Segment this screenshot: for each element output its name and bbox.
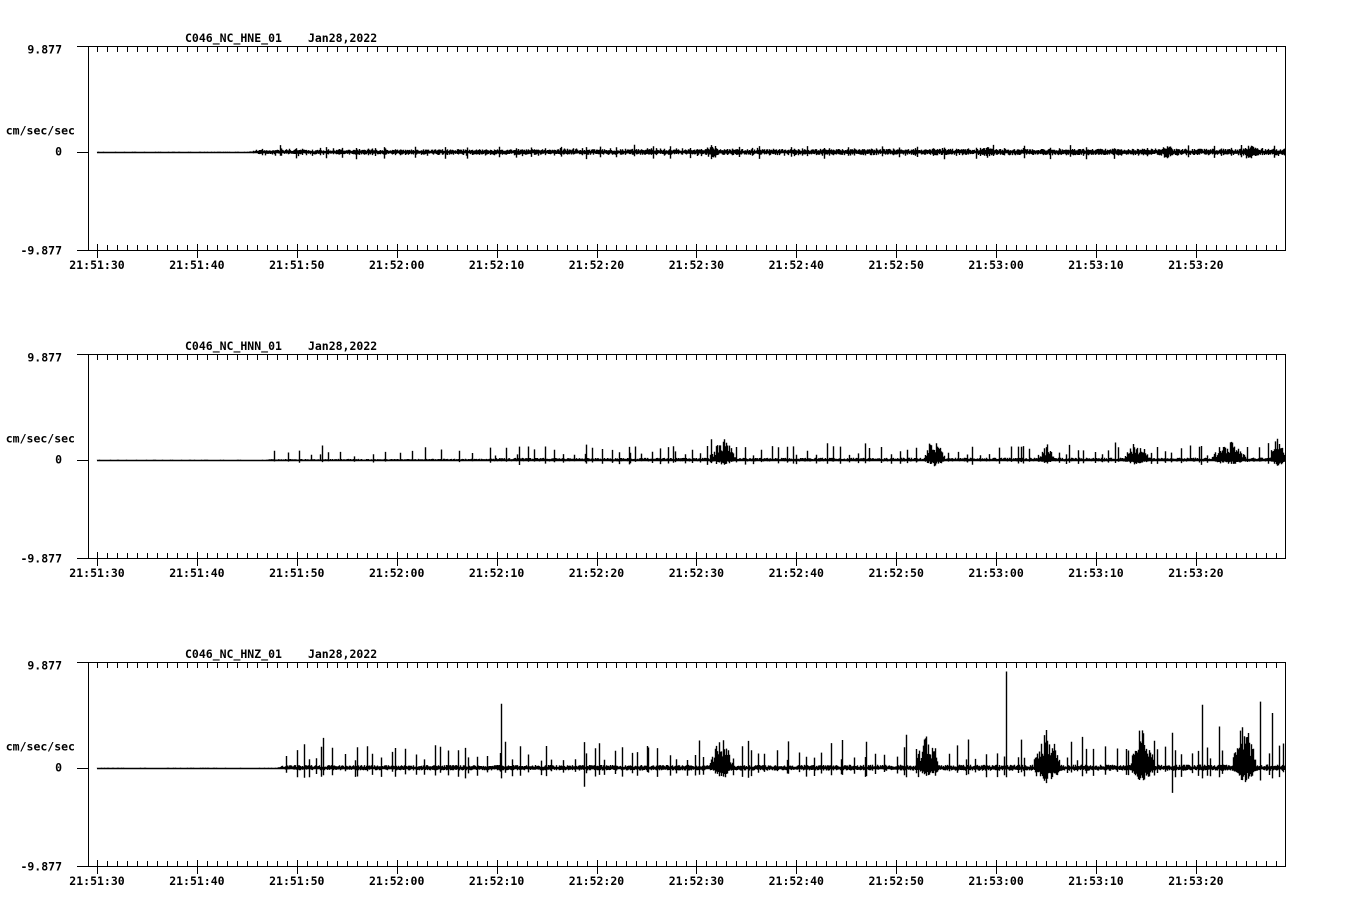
x-axis-time-label: 21:52:50: [868, 566, 924, 580]
x-axis-time-label: 21:52:30: [668, 258, 725, 272]
x-axis-time-label: 21:53:10: [1068, 874, 1124, 888]
panel-title: C046_NC_HNE_01 Jan28,2022: [185, 32, 377, 46]
panel-title: C046_NC_HNN_01 Jan28,2022: [185, 340, 377, 354]
y-axis-zero-label: 0: [55, 760, 62, 775]
x-axis-time-label: 21:52:50: [868, 874, 924, 888]
y-axis-zero-label: 0: [55, 144, 62, 159]
x-axis-time-label: 21:51:50: [269, 566, 325, 580]
x-axis-time-label: 21:53:00: [968, 874, 1024, 888]
x-axis-time-label: 21:53:10: [1068, 258, 1124, 272]
seismic-trace: [96, 671, 1286, 793]
y-axis-min-label: -9.877: [20, 551, 62, 566]
date-label: Jan28,2022: [307, 647, 378, 661]
x-axis-time-label: 21:51:30: [69, 874, 125, 888]
date-label: Jan28,2022: [307, 31, 378, 45]
y-axis-units-label: cm/sec/sec: [5, 123, 75, 138]
trace-plot: [77, 662, 1286, 874]
seismogram-panel-hne: C046_NC_HNE_01 Jan28,2022 9.877 cm/sec/sec 0…: [6, 32, 1286, 272]
channel-id-label: C046_NC_HNZ_01: [185, 647, 282, 661]
x-axis-time-label: 21:52:30: [668, 566, 725, 580]
x-axis-time-label: 21:53:10: [1068, 566, 1124, 580]
panel-title: C046_NC_HNZ_01 Jan28,2022: [185, 648, 377, 662]
x-axis-time-label: 21:53:20: [1168, 874, 1224, 888]
x-axis-time-label: 21:51:50: [269, 874, 325, 888]
seismogram-panel-hnz: C046_NC_HNZ_01 Jan28,2022 9.877 cm/sec/sec 0…: [6, 648, 1286, 888]
x-axis-time-label: 21:53:20: [1168, 566, 1224, 580]
plot-frame: [88, 662, 1286, 867]
x-axis-time-label: 21:51:40: [169, 874, 225, 888]
x-axis-time-label: 21:51:50: [269, 258, 325, 272]
x-axis-time-label: 21:53:20: [1168, 258, 1224, 272]
channel-id-label: C046_NC_HNN_01: [185, 339, 282, 353]
x-axis-time-label: 21:53:00: [968, 566, 1024, 580]
seismic-trace: [96, 144, 1286, 160]
y-axis-zero-label: 0: [55, 452, 62, 467]
plot-frame: [88, 46, 1286, 251]
x-axis-time-label: 21:52:20: [568, 566, 625, 580]
x-axis-time-label: 21:52:40: [768, 566, 824, 580]
x-axis-time-label: 21:53:00: [968, 258, 1024, 272]
y-axis-units-label: cm/sec/sec: [5, 739, 75, 754]
x-axis-time-label: 21:52:10: [468, 566, 525, 580]
y-axis-min-label: -9.877: [20, 243, 62, 258]
trace-plot: [77, 354, 1286, 566]
y-axis-max-label: 9.877: [27, 350, 62, 365]
x-axis-time-label: 21:52:10: [468, 258, 525, 272]
y-axis-max-label: 9.877: [27, 42, 62, 57]
x-axis-time-label: 21:52:20: [568, 874, 625, 888]
y-axis-min-label: -9.877: [20, 859, 62, 874]
x-axis-time-label: 21:52:50: [868, 258, 924, 272]
date-label: Jan28,2022: [307, 339, 378, 353]
x-axis-time-label: 21:52:40: [768, 258, 824, 272]
trace-plot: [77, 46, 1286, 258]
x-axis-time-label: 21:51:40: [169, 566, 225, 580]
x-axis-time-label: 21:52:00: [368, 566, 425, 580]
x-axis-time-label: 21:52:10: [468, 874, 525, 888]
x-axis-time-label: 21:52:00: [368, 874, 425, 888]
seismic-trace: [96, 438, 1286, 467]
seismogram-panel-hnn: C046_NC_HNN_01 Jan28,2022 9.877 cm/sec/sec 0…: [6, 340, 1286, 580]
x-axis-time-label: 21:52:20: [568, 258, 625, 272]
x-axis-time-label: 21:52:00: [368, 258, 425, 272]
channel-id-label: C046_NC_HNE_01: [185, 31, 282, 45]
y-axis-units-label: cm/sec/sec: [5, 431, 75, 446]
x-axis-time-label: 21:51:30: [69, 258, 125, 272]
x-axis-time-label: 21:52:40: [768, 874, 824, 888]
x-axis-time-label: 21:51:40: [169, 258, 225, 272]
plot-frame: [88, 354, 1286, 559]
y-axis-max-label: 9.877: [27, 658, 62, 673]
x-axis-time-label: 21:52:30: [668, 874, 725, 888]
x-axis-time-label: 21:51:30: [69, 566, 125, 580]
